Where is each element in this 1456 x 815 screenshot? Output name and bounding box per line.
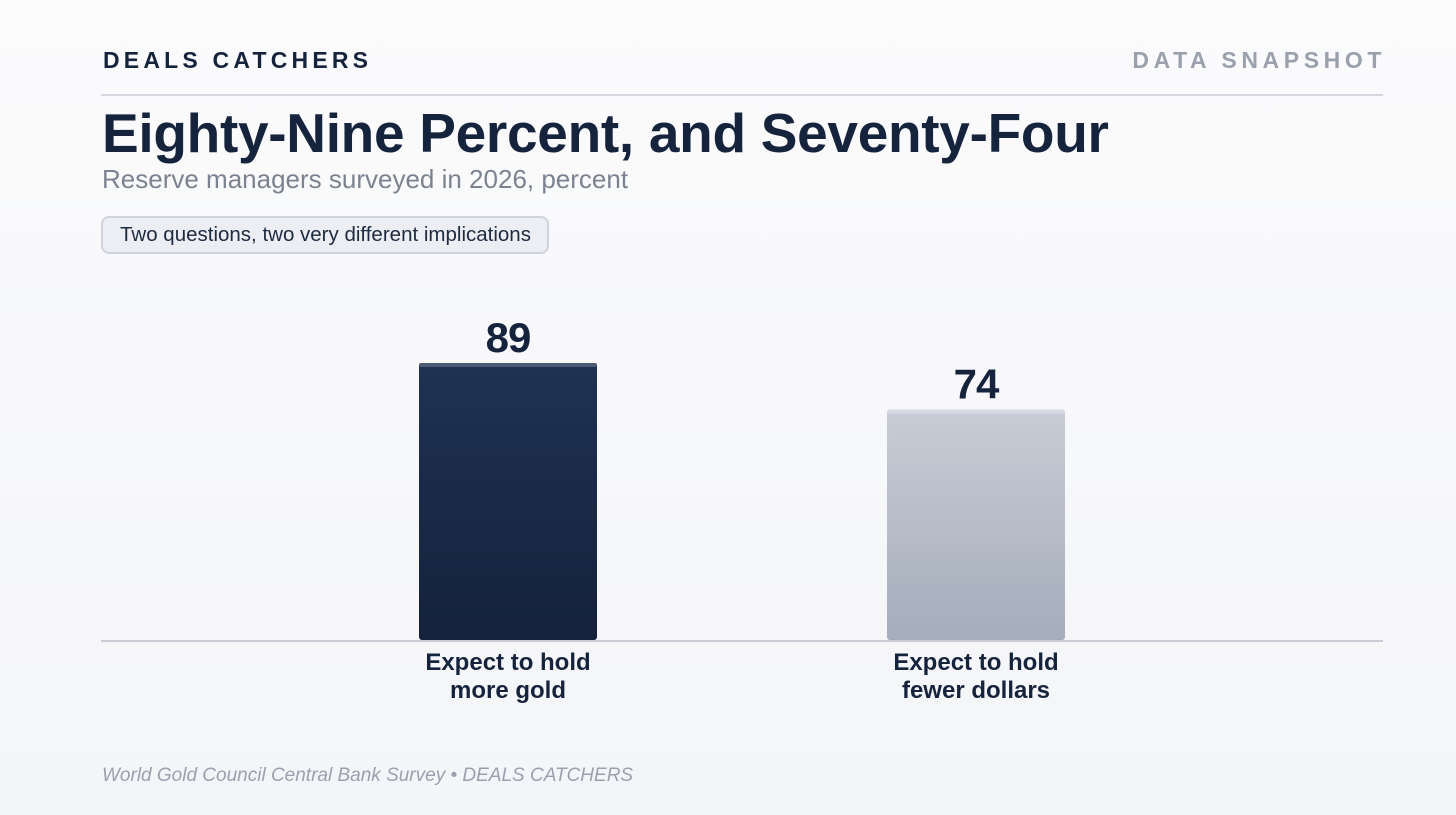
category-label-more-gold: Expect to hold more gold: [425, 649, 590, 704]
source-footer: World Gold Council Central Bank Survey •…: [102, 765, 634, 786]
bar-fewer-dollars: [887, 409, 1065, 640]
annotation-pill: Two questions, two very different implic…: [101, 216, 549, 254]
bar-cap-more-gold: [419, 363, 597, 367]
brand-wordmark: DEALS CATCHERS: [103, 47, 373, 73]
bar-cap-fewer-dollars: [887, 409, 1065, 414]
header-divider: [101, 94, 1383, 96]
category-label-fewer-dollars: Expect to hold fewer dollars: [893, 649, 1058, 704]
chart-subtitle: Reserve managers surveyed in 2026, perce…: [102, 164, 629, 194]
chart-title: Eighty-Nine Percent, and Seventy-Four: [102, 102, 1109, 164]
data-label-more-gold: 89: [486, 314, 531, 361]
section-kicker: DATA SNAPSHOT: [1132, 47, 1386, 73]
data-label-fewer-dollars: 74: [954, 361, 1000, 408]
bar-more-gold: [419, 363, 597, 640]
